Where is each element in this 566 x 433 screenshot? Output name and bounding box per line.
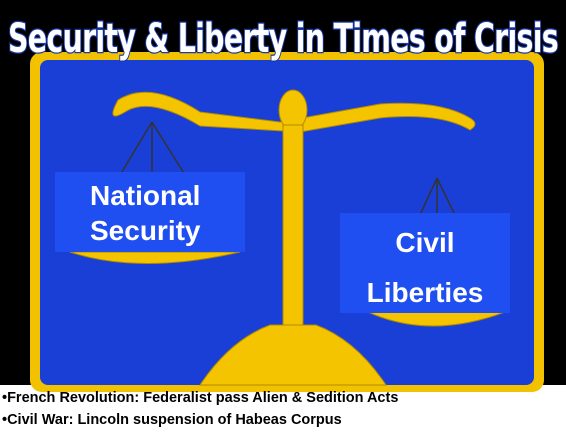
left-label: Security <box>90 215 201 246</box>
scale-pillar <box>283 125 303 325</box>
slide: National Security Civil Liberties Securi… <box>0 0 566 433</box>
right-label: Civil <box>395 227 454 258</box>
scale-top <box>279 90 307 130</box>
note: •Civil War: Lincoln suspension of Habeas… <box>2 412 342 428</box>
title: Security & Liberty in Times of Crisis <box>8 16 558 62</box>
right-label: Liberties <box>367 277 484 308</box>
left-label: National <box>90 180 200 211</box>
note: •French Revolution: Federalist pass Alie… <box>2 390 398 406</box>
